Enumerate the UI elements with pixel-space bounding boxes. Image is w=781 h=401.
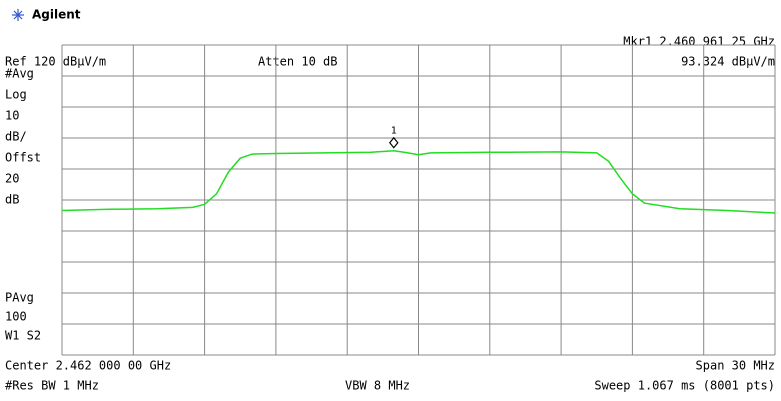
sweep: Sweep 1.067 ms (8001 pts): [594, 379, 775, 393]
span: Span 30 MHz: [696, 359, 775, 373]
marker-level: 93.324 dBµV/m: [681, 55, 775, 69]
side-label: dB: [5, 193, 19, 207]
vbw: VBW 8 MHz: [345, 379, 410, 393]
side-label: W1 S2: [5, 329, 41, 343]
ref-level: Ref 120 dBµV/m: [5, 55, 106, 69]
trace: [61, 149, 776, 214]
logo: [12, 9, 24, 21]
rbw: #Res BW 1 MHz: [5, 379, 99, 393]
side-label: 100: [5, 310, 27, 324]
marker-freq: Mkr1 2.460 961 25 GHz: [623, 35, 775, 49]
side-label: Log: [5, 88, 27, 102]
graticule: [61, 44, 776, 356]
side-label: Offst: [5, 151, 41, 165]
side-label: 10: [5, 109, 19, 123]
marker-diamond: [389, 136, 399, 149]
side-label: 20: [5, 172, 19, 186]
side-label: #Avg: [5, 67, 34, 81]
side-label: dB/: [5, 130, 27, 144]
brand: Agilent: [32, 8, 81, 22]
side-label: PAvg: [5, 291, 34, 305]
marker-label: 1: [391, 126, 397, 137]
atten: Atten 10 dB: [258, 55, 337, 69]
center-freq: Center 2.462 000 00 GHz: [5, 359, 171, 373]
